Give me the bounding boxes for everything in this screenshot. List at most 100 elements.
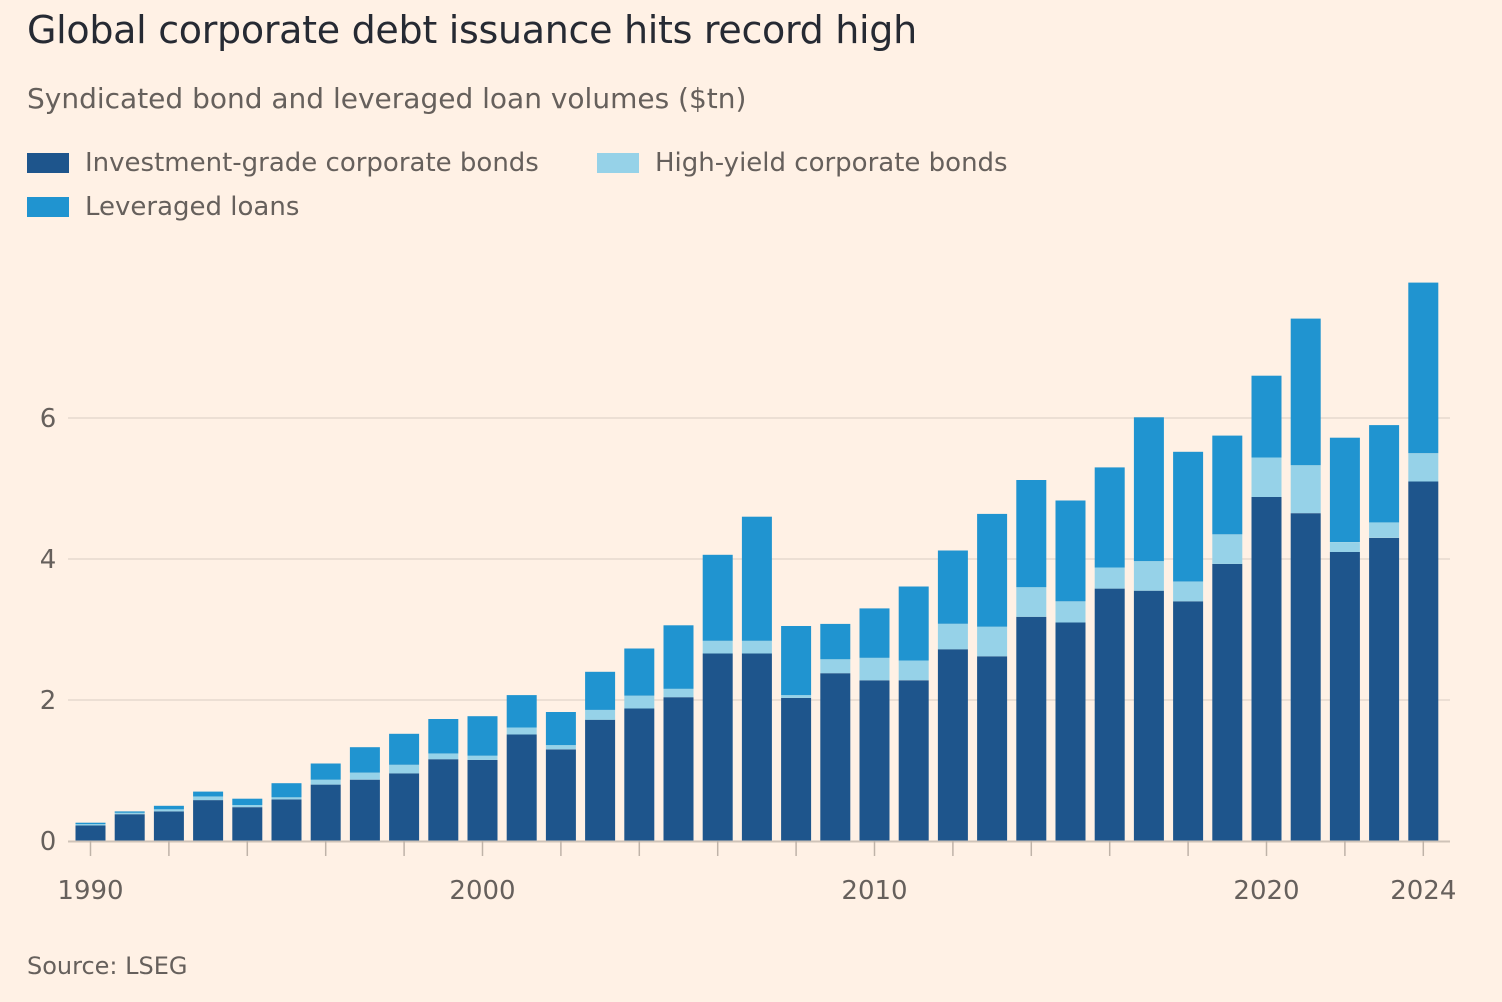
bar-investment-grade-2013 [977, 656, 1008, 841]
bar-investment-grade-2007 [741, 653, 772, 841]
chart-title: Global corporate debt issuance hits reco… [27, 8, 917, 52]
bar-leveraged-loans-2019 [1212, 435, 1243, 535]
bar-leveraged-loans-1993 [193, 791, 224, 797]
bar-leveraged-loans-2005 [663, 625, 694, 689]
bar-high-yield-2013 [977, 626, 1008, 657]
bar-investment-grade-2010 [859, 680, 890, 841]
bar-leveraged-loans-2009 [820, 623, 851, 660]
bar-high-yield-2003 [585, 709, 616, 720]
bar-leveraged-loans-2012 [937, 550, 968, 624]
bar-leveraged-loans-1994 [232, 798, 263, 805]
x-tick-label-2010: 2010 [841, 876, 907, 906]
bar-investment-grade-1991 [114, 814, 145, 841]
bar-leveraged-loans-2010 [859, 608, 890, 658]
y-tick-label-2: 2 [40, 686, 57, 716]
bar-leveraged-loans-2011 [898, 586, 929, 661]
bar-leveraged-loans-1991 [114, 811, 145, 813]
bar-high-yield-2007 [741, 640, 772, 654]
bar-high-yield-2022 [1329, 542, 1360, 552]
bar-leveraged-loans-2022 [1329, 437, 1360, 542]
bar-investment-grade-1996 [310, 784, 341, 841]
bar-high-yield-2004 [624, 695, 655, 709]
bar-high-yield-2010 [859, 657, 890, 681]
bar-investment-grade-2008 [781, 697, 812, 841]
bar-leveraged-loans-2000 [467, 716, 498, 756]
bar-leveraged-loans-2002 [545, 712, 576, 746]
bar-high-yield-2002 [545, 745, 576, 750]
bar-leveraged-loans-2016 [1094, 467, 1125, 568]
bar-high-yield-2019 [1212, 534, 1243, 564]
bar-high-yield-1991 [114, 812, 145, 815]
y-tick-label-0: 0 [40, 827, 57, 857]
bar-high-yield-2000 [467, 755, 498, 760]
bar-high-yield-2001 [506, 727, 537, 735]
bar-investment-grade-2014 [1016, 616, 1047, 841]
bar-investment-grade-2009 [820, 673, 851, 841]
bar-investment-grade-2001 [506, 734, 537, 841]
bar-investment-grade-2020 [1251, 497, 1282, 841]
bar-leveraged-loans-2023 [1369, 425, 1400, 523]
bar-high-yield-2008 [781, 695, 812, 698]
bar-leveraged-loans-2003 [585, 671, 616, 710]
bar-leveraged-loans-1990 [75, 822, 106, 825]
bar-high-yield-2017 [1133, 561, 1164, 591]
bar-investment-grade-1999 [428, 759, 459, 841]
bar-high-yield-2018 [1173, 581, 1204, 602]
x-tick-label-2024: 2024 [1390, 876, 1456, 906]
bar-high-yield-1997 [349, 772, 380, 780]
bar-investment-grade-2006 [702, 653, 733, 841]
bar-leveraged-loans-2001 [506, 695, 537, 728]
legend-item-investment-grade: Investment-grade corporate bonds [27, 148, 539, 178]
bar-high-yield-2020 [1251, 457, 1282, 497]
bar-leveraged-loans-2020 [1251, 375, 1282, 458]
bar-investment-grade-1997 [349, 779, 380, 841]
legend-label-high-yield: High-yield corporate bonds [655, 148, 1008, 178]
bar-high-yield-2024 [1408, 453, 1439, 482]
bar-high-yield-2014 [1016, 587, 1047, 617]
source-note: Source: LSEG [27, 952, 188, 980]
bar-leveraged-loans-2024 [1408, 282, 1439, 454]
legend-swatch-investment-grade [27, 153, 69, 173]
bar-leveraged-loans-1996 [310, 763, 341, 780]
bar-investment-grade-2003 [585, 719, 616, 841]
bar-investment-grade-2011 [898, 680, 929, 841]
legend-label-investment-grade: Investment-grade corporate bonds [85, 148, 539, 178]
bar-high-yield-2021 [1290, 465, 1321, 514]
y-tick-label-4: 4 [40, 545, 57, 575]
bar-investment-grade-2018 [1173, 601, 1204, 841]
chart-subtitle: Syndicated bond and leveraged loan volum… [27, 82, 747, 115]
axis-labels: 0 2 4 6 1990 2000 2010 2020 2024 [40, 404, 1457, 906]
bar-high-yield-2012 [937, 623, 968, 650]
bar-investment-grade-2004 [624, 708, 655, 841]
bar-investment-grade-2019 [1212, 563, 1243, 841]
bar-leveraged-loans-2004 [624, 648, 655, 696]
bar-high-yield-2006 [702, 640, 733, 654]
bar-leveraged-loans-2007 [741, 516, 772, 641]
bar-investment-grade-1995 [271, 799, 302, 841]
bar-investment-grade-2023 [1369, 537, 1400, 841]
bar-leveraged-loans-1998 [389, 733, 420, 765]
bar-investment-grade-2002 [545, 749, 576, 841]
legend-label-leveraged-loans: Leveraged loans [85, 192, 300, 222]
x-tick-label-2020: 2020 [1233, 876, 1299, 906]
bar-investment-grade-2017 [1133, 590, 1164, 841]
bar-investment-grade-2024 [1408, 481, 1439, 841]
bar-leveraged-loans-1999 [428, 719, 459, 754]
bar-investment-grade-1998 [389, 773, 420, 841]
bar-high-yield-1993 [193, 796, 224, 801]
bar-investment-grade-1990 [75, 825, 106, 841]
bar-investment-grade-2021 [1290, 513, 1321, 841]
bar-high-yield-1990 [75, 824, 106, 826]
bar-leveraged-loans-2013 [977, 513, 1008, 627]
legend-item-leveraged-loans: Leveraged loans [27, 192, 299, 222]
bar-high-yield-2009 [820, 659, 851, 674]
y-tick-label-6: 6 [40, 404, 57, 434]
bar-investment-grade-1993 [193, 800, 224, 841]
bar-investment-grade-2015 [1055, 622, 1086, 841]
bar-high-yield-1999 [428, 753, 459, 760]
bar-investment-grade-2005 [663, 697, 694, 841]
x-axis [68, 840, 1450, 856]
bar-high-yield-1995 [271, 797, 302, 800]
bar-high-yield-1998 [389, 764, 420, 774]
